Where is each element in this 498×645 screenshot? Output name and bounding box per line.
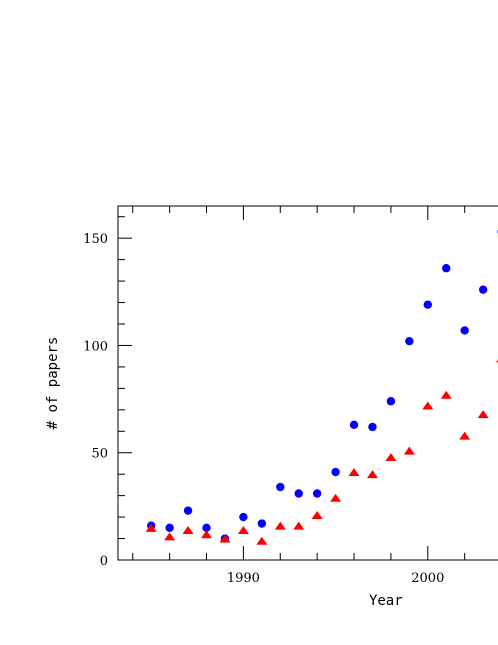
x-tick-label: 1990 (227, 571, 260, 586)
data-point-triangle (293, 521, 305, 530)
data-point-triangle (477, 410, 489, 419)
y-tick-label: 0 (100, 554, 108, 569)
data-point-triangle (348, 468, 360, 477)
data-point-triangle (311, 510, 323, 519)
data-point-triangle (366, 470, 378, 479)
plot-border (117, 205, 498, 561)
data-point-circle (423, 300, 432, 309)
data-point-triangle (440, 390, 452, 399)
y-tick-label: 50 (91, 447, 108, 462)
plot-frame (117, 205, 498, 561)
data-point-triangle (201, 530, 213, 539)
x-axis-label: Year (369, 593, 403, 609)
data-point-triangle (145, 523, 157, 532)
data-point-circle (405, 336, 414, 346)
data-point-triangle (182, 525, 194, 534)
data-point-circle (368, 422, 377, 432)
y-tick-label: 100 (83, 339, 108, 354)
data-point-triangle (219, 534, 231, 543)
data-point-circle (331, 467, 340, 477)
tick-labels: 1990 2000 0 50 100 150 (83, 232, 444, 586)
data-point-circle (202, 523, 211, 533)
data-point-triangle (256, 536, 268, 545)
data-point-triangle (237, 525, 249, 534)
data-point-circle (478, 285, 488, 294)
data-point-triangle (385, 453, 397, 462)
data-point-circle (294, 489, 303, 498)
data-point-triangle (274, 521, 286, 530)
data-point-triangle (164, 532, 176, 541)
data-point-circle (386, 397, 396, 406)
data-point-circle (460, 326, 469, 335)
y-axis-label: # of papers (45, 337, 61, 430)
data-point-circle (239, 512, 248, 522)
y-tick-label: 150 (83, 232, 108, 247)
data-point-triangle (403, 446, 415, 455)
data-point-circle (183, 506, 193, 515)
data-point-triangle (459, 431, 471, 440)
x-tick-label: 2000 (411, 571, 444, 586)
data-points (145, 229, 498, 545)
data-point-circle (349, 420, 359, 430)
data-point-circle (165, 523, 174, 533)
data-point-circle (312, 489, 322, 498)
data-point-triangle (330, 493, 342, 502)
axis-ticks (118, 206, 466, 561)
data-point-triangle (422, 401, 434, 410)
data-point-circle (442, 264, 451, 273)
data-point-circle (257, 519, 267, 528)
data-point-circle (276, 482, 285, 492)
